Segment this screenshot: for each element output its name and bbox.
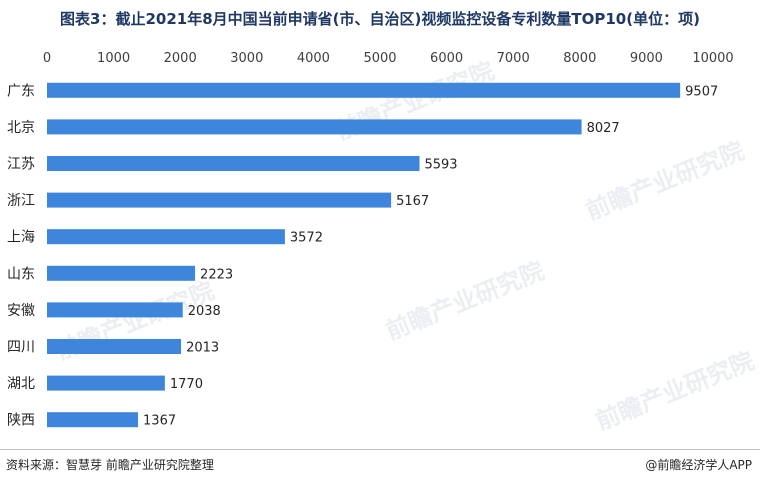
brand-credit: @前瞻经济学人APP [645, 458, 752, 472]
data-label: 2038 [188, 304, 221, 319]
category-label: 陕西 [7, 413, 35, 429]
x-tick-label: 9000 [630, 51, 663, 66]
watermark: 前瞻产业研究院 [382, 257, 548, 346]
chart-title: 图表3：截止2021年8月中国当前申请省(市、自治区)视频监控设备专利数量TOP… [60, 10, 700, 28]
category-label: 浙江 [7, 193, 35, 209]
bar-chart: 前瞻产业研究院 前瞻产业研究院 前瞻产业研究院 前瞻产业研究院 前瞻产业研究院 … [7, 51, 758, 436]
x-tick-label: 4000 [297, 51, 330, 66]
x-tick-label: 7000 [497, 51, 530, 66]
data-label: 2013 [186, 341, 219, 356]
bar [47, 265, 196, 281]
category-label: 北京 [7, 120, 35, 136]
data-label: 5593 [424, 158, 457, 173]
x-tick-label: 3000 [230, 51, 263, 66]
data-label: 1367 [143, 414, 176, 429]
category-label: 上海 [7, 230, 35, 246]
data-label: 8027 [587, 121, 620, 136]
x-tick-label: 0 [43, 51, 51, 66]
x-axis-ticks: 0 1000 2000 3000 4000 5000 6000 7000 8000 9000 100… [43, 51, 734, 66]
watermark: 前瞻产业研究院 [582, 137, 748, 226]
x-tick-label: 2000 [164, 51, 197, 66]
bar [47, 302, 183, 318]
x-tick-label: 5000 [363, 51, 396, 66]
bar [47, 229, 285, 245]
bar [47, 192, 392, 208]
x-tick-label: 1000 [97, 51, 130, 66]
category-label: 广东 [7, 83, 35, 99]
category-label: 江苏 [7, 157, 35, 173]
bar [47, 375, 165, 391]
watermark: 前瞻产业研究院 [592, 347, 758, 436]
bar [47, 412, 139, 428]
data-label: 3572 [290, 231, 323, 246]
data-label: 1770 [170, 377, 203, 392]
category-label: 安徽 [7, 303, 35, 319]
bar [47, 119, 582, 135]
data-label: 2223 [200, 267, 233, 282]
bars: 广东 9507 北京 8027 江苏 5593 浙江 5167 上海 3572 山东 2223 安徽 20… [7, 82, 718, 429]
bar [47, 82, 681, 98]
x-tick-label: 10000 [692, 51, 733, 66]
data-label: 5167 [396, 194, 429, 209]
footer: 资料来源：智慧芽 前瞻产业研究院整理 @前瞻经济学人APP [0, 449, 760, 478]
category-label: 四川 [7, 340, 35, 356]
x-tick-label: 8000 [563, 51, 596, 66]
category-label: 山东 [7, 266, 35, 282]
x-tick-label: 6000 [430, 51, 463, 66]
category-label: 湖北 [7, 376, 35, 392]
data-label: 9507 [685, 84, 718, 99]
source-note: 资料来源：智慧芽 前瞻产业研究院整理 [6, 458, 214, 472]
bar [47, 339, 182, 354]
bar [47, 156, 420, 171]
